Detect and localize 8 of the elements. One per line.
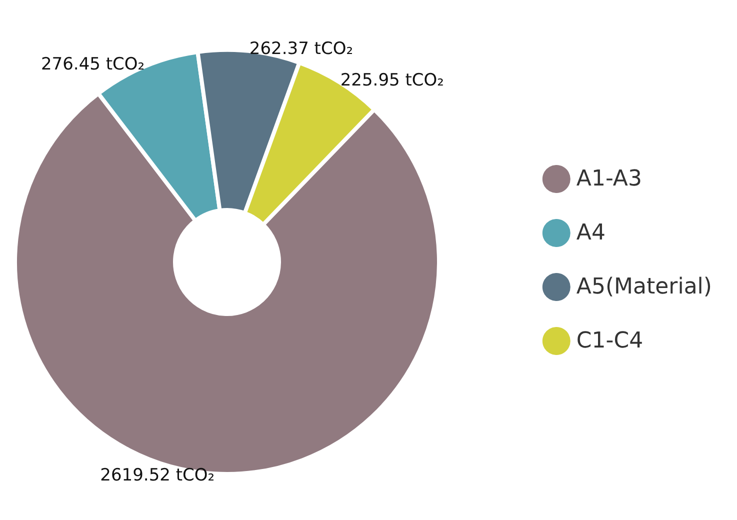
data-label: 276.45 tCO₂ — [40, 54, 145, 74]
data-label: 262.37 tCO₂ — [249, 39, 354, 60]
legend-label: A1-A3 — [576, 166, 642, 192]
data-label: 2619.52 tCO₂ — [100, 466, 215, 486]
legend-label: A4 — [576, 220, 606, 246]
legend-label: C1-C4 — [576, 328, 644, 354]
legend-label: A5(Material) — [576, 274, 712, 300]
data-label: 225.95 tCO₂ — [340, 70, 444, 90]
